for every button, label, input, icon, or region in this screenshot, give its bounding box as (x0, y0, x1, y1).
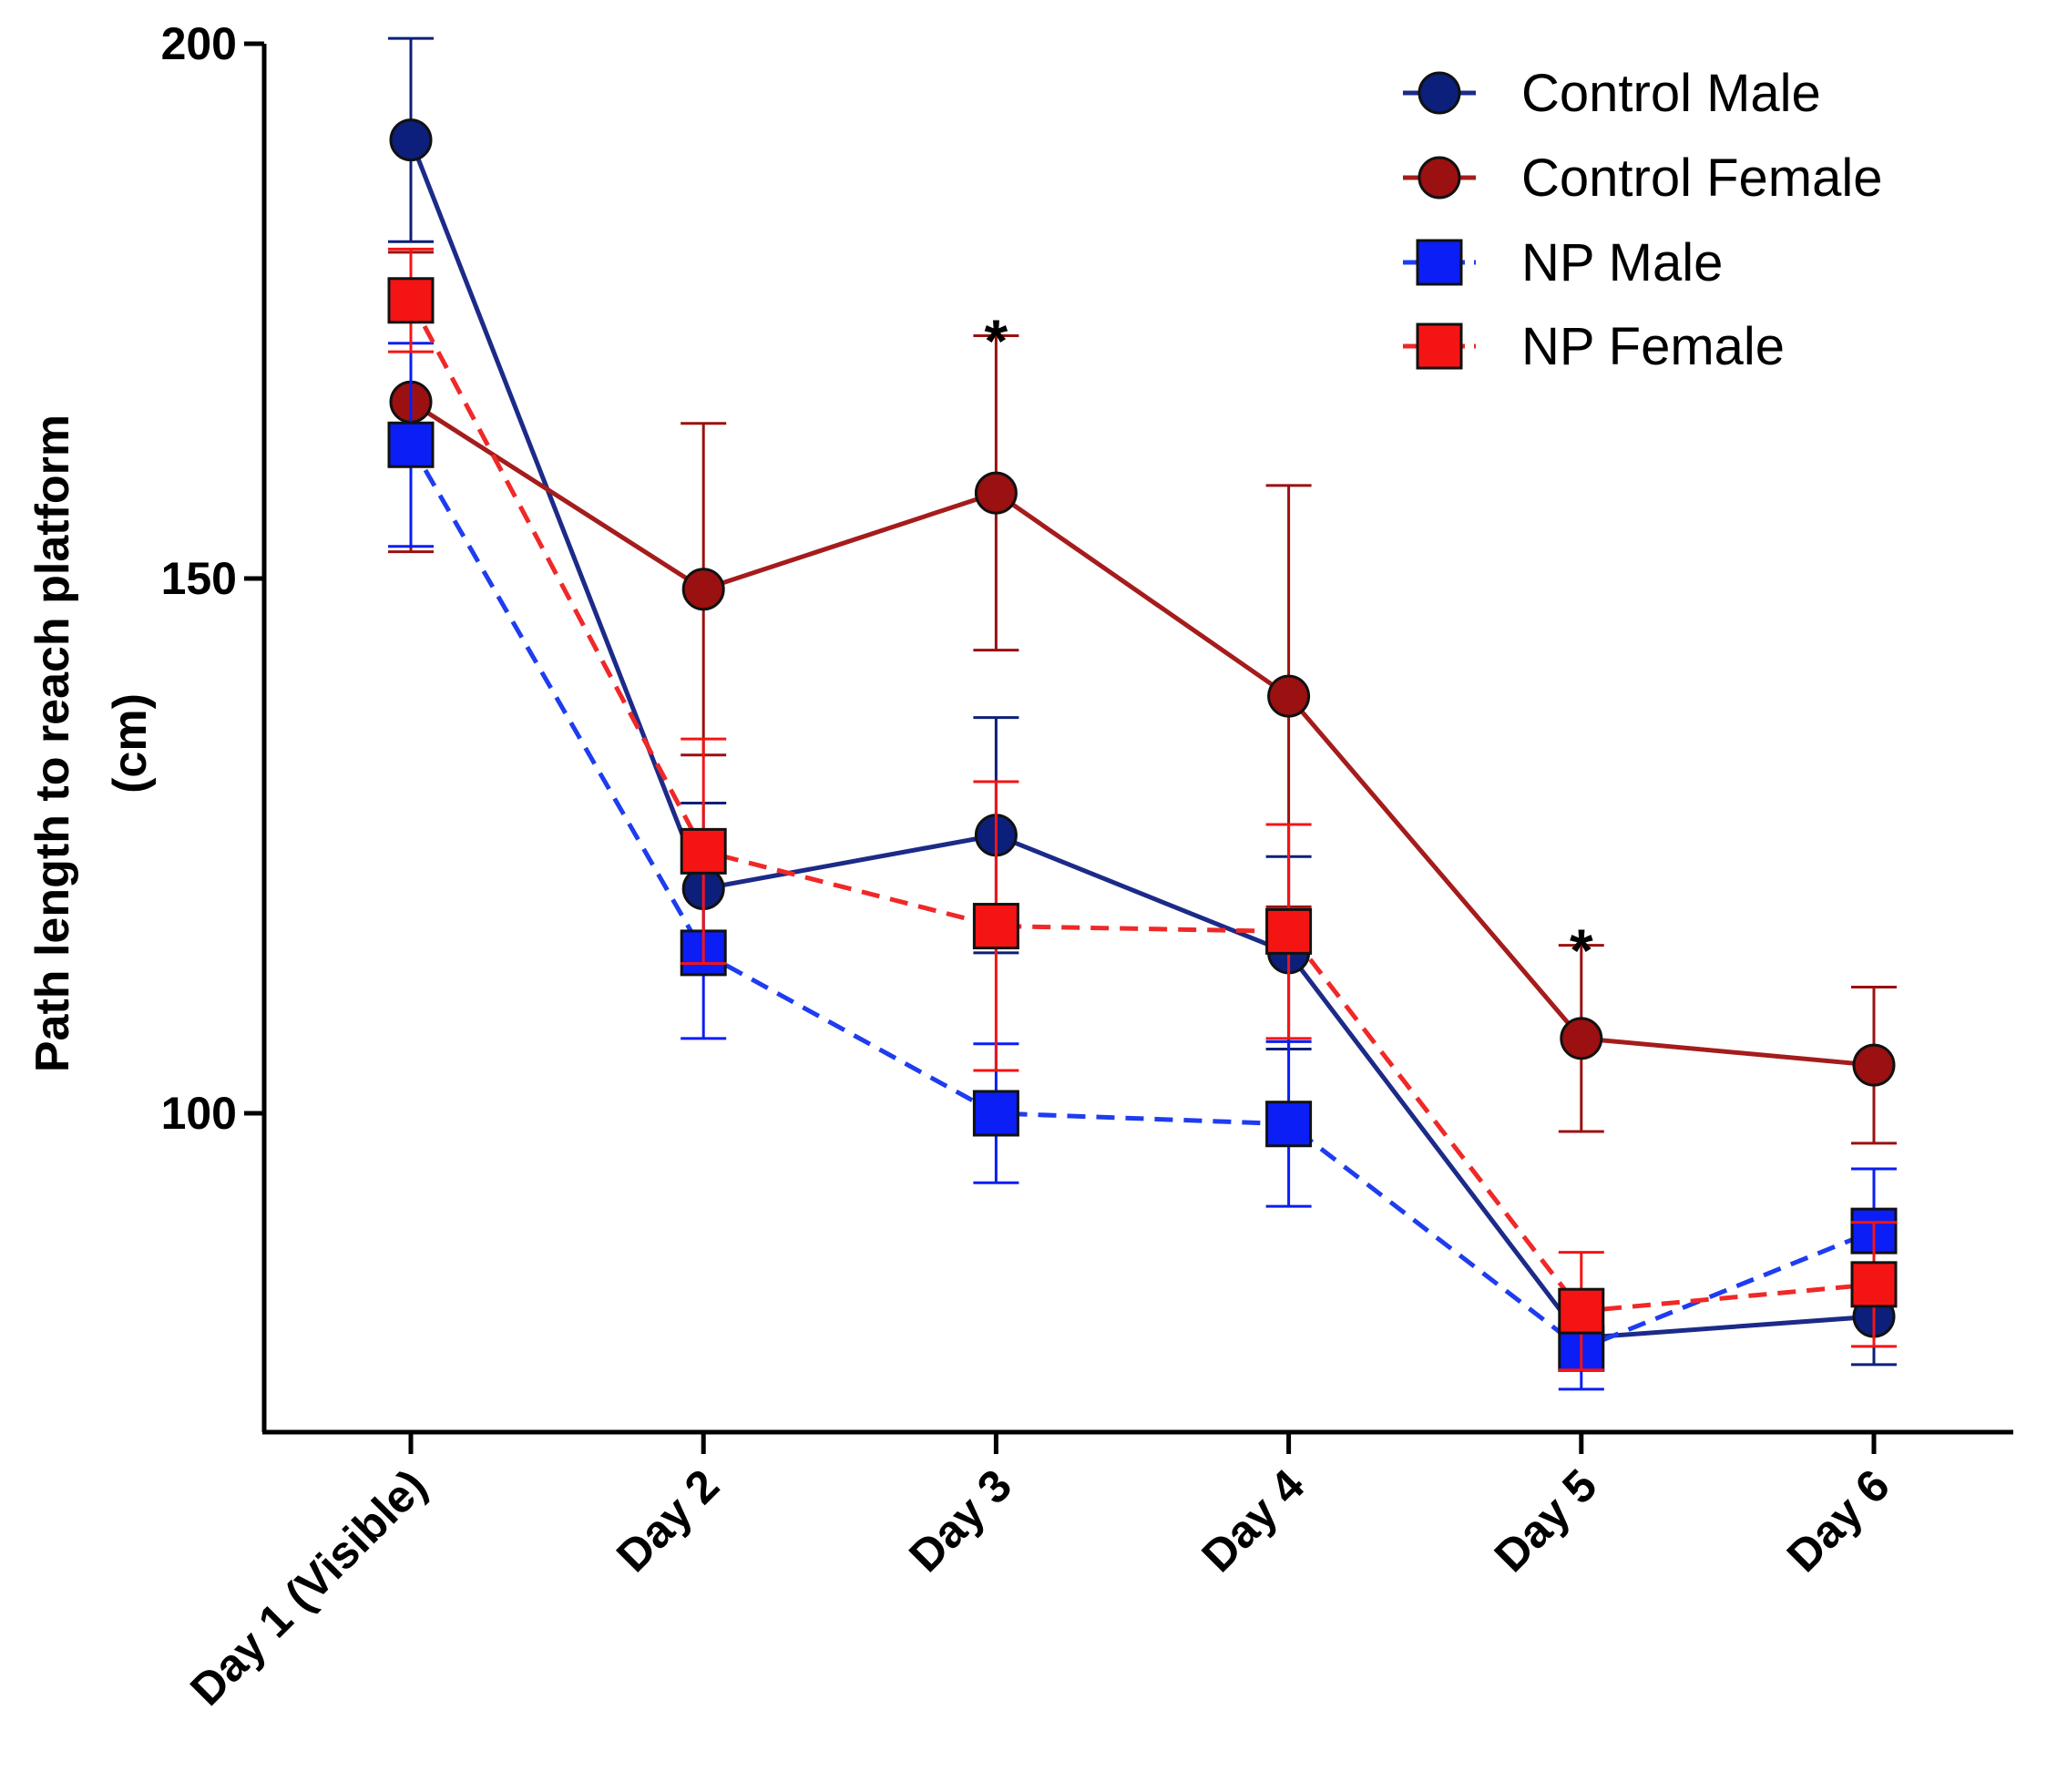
y-tick-label: 100 (161, 1088, 237, 1139)
data-point (387, 277, 435, 324)
significance-marker: * (1570, 916, 1593, 984)
legend-label: Control Male (1521, 64, 1821, 123)
legend-item: Control Female (1403, 148, 1882, 208)
legend-item: NP Male (1403, 233, 1723, 292)
data-point (680, 827, 727, 875)
y-tick-label: 150 (161, 553, 237, 604)
x-tick-label: Day 6 (1777, 1459, 1899, 1582)
data-point (1560, 1017, 1603, 1060)
legend-marker (1416, 323, 1463, 370)
series-line (409, 400, 1875, 1068)
data-point (681, 568, 725, 611)
legend-item: NP Female (1403, 317, 1785, 376)
series-line (408, 138, 1875, 1341)
legend-marker (1418, 156, 1461, 200)
series-line (408, 444, 1875, 1351)
data-point (1265, 1101, 1313, 1148)
series-line (408, 299, 1875, 1314)
y-axis-label-line-2: (cm) (104, 693, 157, 794)
legend-label: NP Male (1521, 233, 1723, 292)
y-axis-label: Path length to reach platform (cm) (26, 415, 157, 1072)
y-axis-label-line-1: Path length to reach platform (26, 415, 79, 1072)
axes: 100 150 200 Day 1 (Visible) Day 2 Day 3 Day 4 D… (161, 18, 2013, 1715)
x-tick-label: Day 5 (1485, 1459, 1607, 1582)
data-point (1265, 907, 1313, 955)
x-tick-label: Day 3 (899, 1459, 1021, 1582)
y-tick-label: 200 (161, 18, 237, 69)
legend-marker (1416, 239, 1463, 286)
legend-label: Control Female (1521, 148, 1882, 208)
data-point (1850, 1261, 1898, 1308)
series-np-female (387, 247, 1898, 1372)
significance-marker: * (985, 307, 1008, 374)
data-point (974, 471, 1018, 515)
legend-label: NP Female (1521, 317, 1785, 376)
data-point (1852, 1043, 1896, 1087)
x-tick-label: Day 2 (607, 1459, 729, 1582)
data-point (1558, 1287, 1605, 1335)
data-point (972, 903, 1019, 950)
series-control-female (388, 251, 1897, 1145)
x-tick-label: Day 4 (1192, 1459, 1314, 1582)
annotations: ** (985, 307, 1593, 984)
x-tick-label: Day 1 (Visible) (180, 1459, 436, 1715)
legend-item: Control Male (1403, 64, 1821, 123)
series-layer (387, 36, 1898, 1391)
data-point (389, 118, 433, 162)
series-np-male (387, 342, 1898, 1391)
legend-marker (1418, 71, 1461, 115)
data-point (387, 421, 435, 468)
data-point (972, 1090, 1019, 1137)
legend: Control Male Control Female NP Male NP Fema… (1403, 64, 1882, 376)
data-point (1267, 674, 1311, 718)
